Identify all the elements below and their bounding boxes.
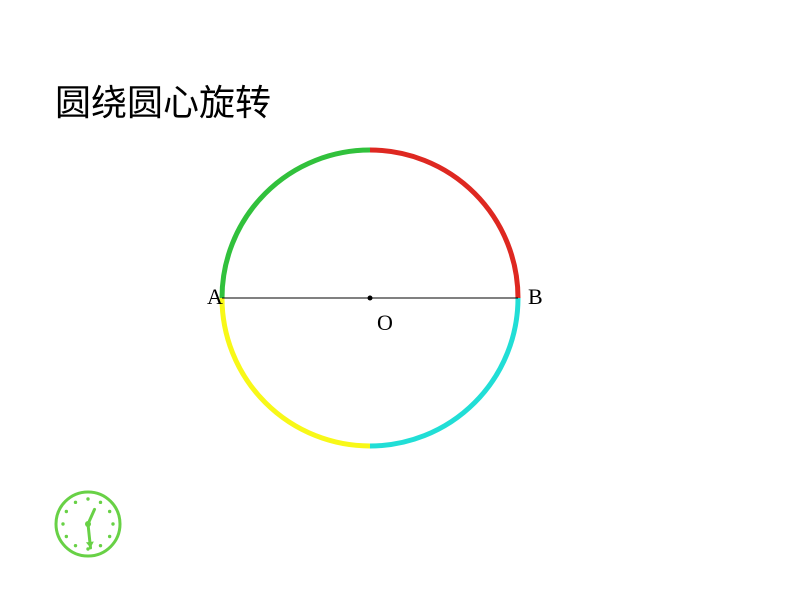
label-b: B	[528, 284, 543, 309]
clock-icon	[50, 486, 126, 562]
arc-segment	[222, 150, 370, 298]
arc-segment	[222, 298, 370, 446]
label-o: O	[377, 310, 393, 335]
center-dot	[368, 296, 373, 301]
label-a: A	[207, 284, 223, 309]
arc-segment	[370, 150, 518, 298]
